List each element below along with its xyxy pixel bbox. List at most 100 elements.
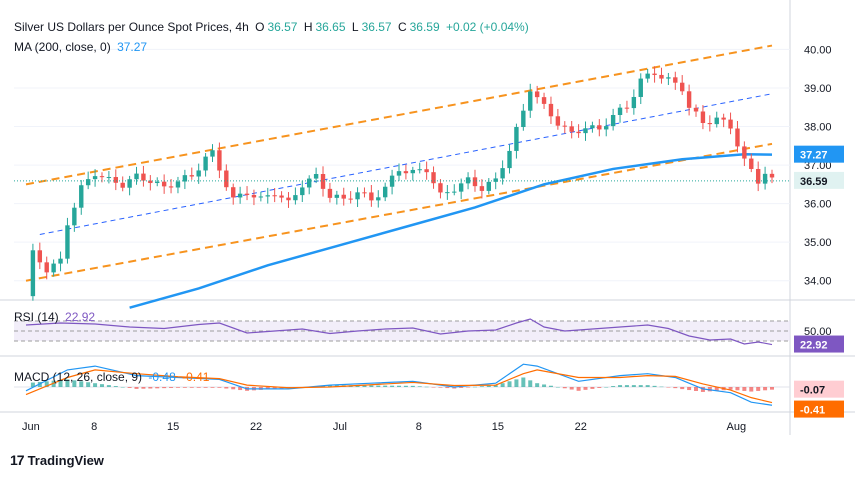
macd-histogram-bar [272,387,277,390]
macd-histogram-bar [645,385,650,387]
candle-body [521,110,526,128]
macd-histogram-bar [521,377,526,387]
candle-body [417,169,422,171]
macd-histogram-bar [106,385,111,387]
channel-lower-line [25,142,773,282]
candle-body [576,131,581,134]
candle-body [168,186,174,188]
candle-body [85,179,91,186]
macd-histogram-bar [196,387,201,388]
x-tick-label: 8 [416,421,422,433]
macd-histogram-bar [569,387,574,390]
macd-label: MACD (12, 26, close, 9) [14,370,143,384]
candle-body [355,192,360,200]
macd-histogram-bar [189,387,194,388]
macd-histogram-bar [493,385,498,387]
candle-body [638,78,643,97]
candle-body [755,168,761,184]
candle-body [334,194,340,198]
macd-histogram-bar [548,385,553,387]
tradingview-mark-icon: 17 [10,452,25,468]
candle-body [673,77,678,83]
candle-body [452,191,457,193]
candle-body [714,117,719,125]
macd-histogram-bar [72,380,77,387]
candle-body [617,107,623,116]
candle-body [313,174,319,179]
candle-body [693,107,699,112]
rsi-line [25,318,773,346]
candle-body [666,77,671,79]
macd-histogram-bar [417,386,422,387]
macd-legend: MACD (12, 26, close, 9) -0.48 -0.41 [14,370,212,384]
candle-body [424,169,429,173]
macd-histogram-bar [742,387,747,391]
candle-body [514,127,519,151]
candle-body [113,177,118,183]
macd-hist-tag-bg [794,380,844,398]
candle-body [382,186,388,198]
macd-histogram-bar [583,387,588,390]
candle-body [134,173,139,180]
candle-body [403,171,409,174]
candle-body [72,207,77,226]
high-value: 36.65 [315,20,346,34]
macd-histogram-bar [93,383,98,387]
candle-body [410,169,416,174]
macd-histogram-bar [162,387,167,389]
macd-histogram-bar [79,381,84,387]
candle-body [700,111,706,123]
candle-body [127,179,132,188]
open-label: O [255,20,265,34]
candle-body [120,182,125,188]
ma-price-tag-bg [794,145,844,163]
trend-dashed-line [39,93,773,235]
candle-body [99,176,105,178]
candle-body [624,107,630,109]
macd-histogram-bar [500,383,505,387]
x-tick-label: Jul [333,421,347,433]
rsi-tick-label: 50.00 [804,326,832,338]
candle-body [272,195,277,197]
ma200-line [129,153,773,309]
macd-histogram-bar [203,387,208,388]
candle-body [569,126,574,132]
candle-body [597,125,602,130]
ma-price-tag: 37.27 [800,150,828,162]
macd-histogram-bar [542,384,547,387]
price-tick-label: 39.00 [804,83,832,95]
macd-histogram-bar [576,387,581,391]
rsi-inline-value: 22.92 [65,310,96,324]
macd-histogram-bar [355,385,360,387]
candle-body [555,116,561,126]
macd-histogram-bar [410,385,415,387]
x-tick-label: Jun [22,421,40,433]
macd-histogram-bar [148,387,153,389]
candle-body [265,195,270,197]
macd-histogram-bar [169,387,174,388]
candle-body [362,192,367,194]
macd-histogram-bar [210,387,215,388]
macd-histogram-bar [182,387,187,388]
macd-histogram-bar [445,387,450,389]
candle-body [196,170,201,177]
price-tick-label: 37.00 [804,160,832,172]
macd-histogram-bar [694,387,699,391]
macd-histogram-bar [120,387,125,388]
candle-body [583,128,588,134]
candle-body [237,193,243,198]
macd-histogram-bar [618,385,623,387]
macd-value: -0.48 [148,370,176,384]
candle-body [721,117,726,120]
candle-body [203,156,208,171]
macd-histogram-bar [390,385,395,387]
macd-histogram-bar [58,380,63,387]
candle-body [534,91,540,98]
low-value: 36.57 [361,20,392,34]
candle-body [376,197,381,201]
candle-body [231,187,236,198]
macd-histogram-bar [459,387,464,388]
candle-body [472,177,478,187]
macd-histogram-bar [376,385,381,387]
